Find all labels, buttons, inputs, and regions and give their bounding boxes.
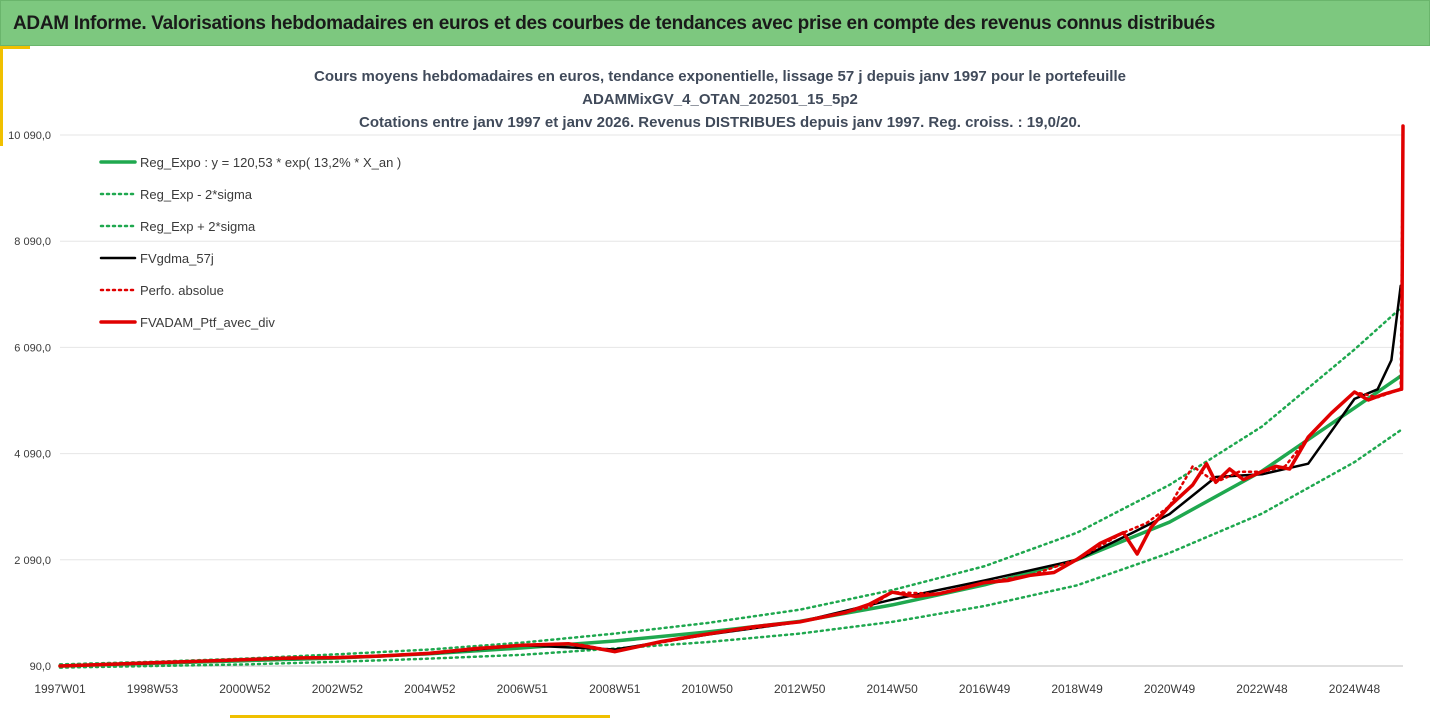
header-banner: ADAM Informe. Valorisations hebdomadaire… (0, 0, 1430, 46)
series-line-reg-exp-2-sigma (58, 306, 1402, 666)
banner-title: ADAM Informe. Valorisations hebdomadaire… (13, 13, 1215, 34)
x-tick-label: 2022W48 (1236, 682, 1288, 696)
x-tick-label: 2002W52 (312, 682, 364, 696)
chart-title-line-2: ADAMMixGV_4_OTAN_202501_15_5p2 (582, 91, 858, 108)
chart-title-line-1: Cours moyens hebdomadaires en euros, ten… (314, 68, 1126, 85)
grid-lines (60, 134, 1403, 667)
legend: Reg_Expo : y = 120,53 * exp( 13,2% * X_a… (99, 155, 401, 330)
y-tick-label: 6 090,0 (14, 342, 51, 354)
y-tick-label: 2 090,0 (14, 555, 51, 567)
series-line-fvadam-ptf-avec-div (58, 124, 1405, 668)
x-tick-label: 1998W53 (127, 682, 179, 696)
series-line-reg-expo-y-120-53-exp-13 (58, 374, 1403, 668)
y-axis: 90,0 2 090,0 4 090,0 6 090,0 8 090,0 10 090,0 (8, 130, 51, 673)
legend-label: Perfo. absolue (140, 283, 224, 298)
y-tick-label: 8 090,0 (14, 236, 51, 248)
x-tick-label: 2024W48 (1329, 682, 1381, 696)
y-tick-label: 90,0 (30, 661, 51, 673)
chart-title-line-3: Cotations entre janv 1997 et janv 2026. … (359, 114, 1081, 131)
x-tick-label: 2020W49 (1144, 682, 1196, 696)
series-line-perfo-absolue (58, 124, 1405, 668)
x-tick-label: 2016W49 (959, 682, 1011, 696)
frame-top-accent (0, 46, 30, 49)
x-tick-label: 2014W50 (866, 682, 918, 696)
y-tick-label: 10 090,0 (8, 130, 51, 142)
legend-label: FVgdma_57j (140, 251, 214, 266)
legend-label: Reg_Expo : y = 120,53 * exp( 13,2% * X_a… (140, 155, 401, 170)
x-tick-label: 1997W01 (34, 682, 86, 696)
series-layer (58, 124, 1405, 669)
x-tick-label: 2010W50 (682, 682, 734, 696)
frame-left-accent (0, 46, 3, 146)
x-tick-label: 2008W51 (589, 682, 641, 696)
x-tick-label: 2012W50 (774, 682, 826, 696)
x-tick-label: 2018W49 (1051, 682, 1103, 696)
legend-label: Reg_Exp + 2*sigma (140, 219, 256, 234)
chart-title: Cours moyens hebdomadaires en euros, ten… (314, 68, 1126, 131)
series-line-reg-exp-2-sigma (58, 428, 1402, 669)
x-tick-label: 2000W52 (219, 682, 271, 696)
x-tick-label: 2006W51 (497, 682, 549, 696)
frame-bottom-accent (230, 715, 610, 718)
legend-label: FVADAM_Ptf_avec_div (140, 315, 275, 330)
y-tick-label: 4 090,0 (14, 449, 51, 461)
x-axis: 1997W01 1998W53 2000W52 2002W52 2004W52 2006W… (34, 682, 1380, 696)
legend-label: Reg_Exp - 2*sigma (140, 187, 253, 202)
x-tick-label: 2004W52 (404, 682, 456, 696)
